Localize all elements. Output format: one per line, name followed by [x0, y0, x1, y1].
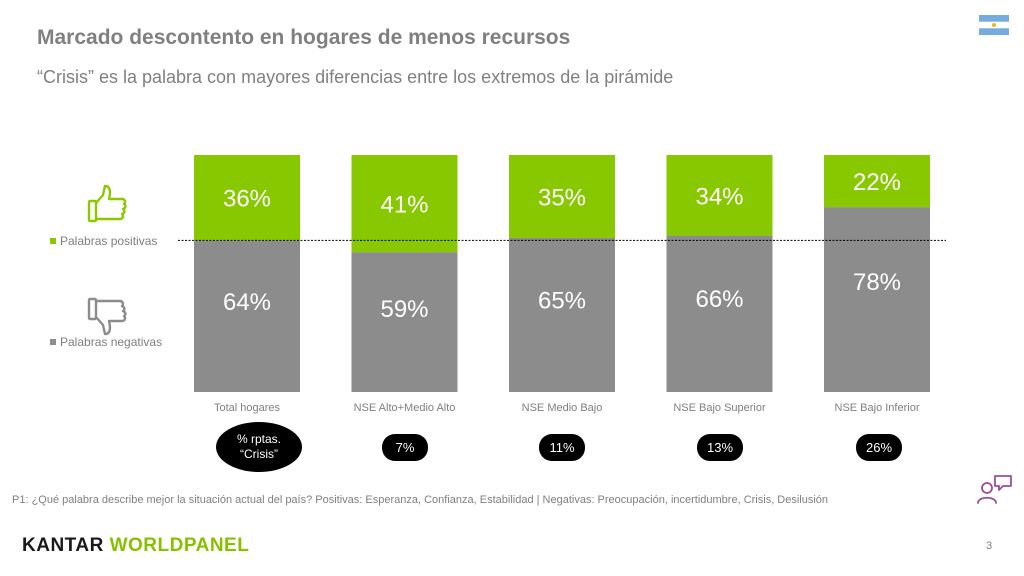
crisis-pill-medio-bajo: 11%: [539, 434, 585, 461]
legend-positive: Palabras positivas: [50, 234, 157, 248]
people-chat-icon: [977, 475, 1012, 504]
label-positive-3: 34%: [695, 183, 743, 210]
bar-positive-4: [824, 155, 930, 208]
question-footnote: P1: ¿Qué palabra describe mejor la situa…: [12, 494, 829, 506]
label-negative-3: 66%: [695, 286, 743, 313]
category-label-3: NSE Bajo Superior: [673, 402, 766, 414]
bar-negative-2: [509, 237, 615, 392]
label-positive-2: 35%: [538, 184, 586, 211]
bar-negative-1: [351, 252, 458, 392]
page-number: 3: [986, 540, 993, 552]
label-positive-4: 22%: [853, 169, 901, 196]
bar-positive-2: [509, 155, 615, 238]
bar-positive-0: [194, 155, 300, 241]
legend-negative-label: Palabras negativas: [60, 335, 163, 349]
category-label-2: NSE Medio Bajo: [522, 402, 603, 414]
slide-title: Marcado descontento en hogares de menos …: [37, 26, 571, 49]
kantar-worldpanel-logo: KANTAR WORLDPANEL: [22, 535, 249, 557]
slide-subtitle: “Crisis” es la palabra con mayores difer…: [37, 67, 674, 87]
label-negative-2: 65%: [538, 288, 586, 315]
bar-positive-1: [351, 155, 458, 253]
logo-kantar: KANTAR: [22, 535, 110, 556]
crisis-pill-bajo-superior: 13%: [697, 434, 743, 461]
crisis-responses-label: % rptas. “Crisis”: [216, 422, 302, 472]
bar-negative-0: [194, 240, 300, 392]
bar-positive-3: [666, 155, 773, 236]
thumbs-up-icon: [87, 184, 127, 223]
legend-negative: Palabras negativas: [50, 335, 162, 349]
label-positive-0: 36%: [223, 186, 271, 213]
label-negative-1: 59%: [380, 296, 428, 323]
crisis-label-line2: “Crisis”: [240, 447, 278, 461]
legend-positive-swatch: [50, 238, 56, 244]
legend-positive-label: Palabras positivas: [60, 234, 158, 248]
argentina-flag-icon: [979, 15, 1009, 35]
thumbs-down-icon: [87, 297, 127, 336]
legend-negative-swatch: [50, 339, 56, 345]
crisis-pill-bajo-inferior: 26%: [856, 434, 902, 461]
label-negative-0: 64%: [223, 289, 271, 316]
category-label-0: Total hogares: [214, 402, 281, 414]
category-label-1: NSE Alto+Medio Alto: [354, 402, 456, 414]
bar-negative-4: [824, 207, 930, 392]
crisis-pill-alto: 7%: [382, 434, 428, 461]
label-negative-4: 78%: [853, 269, 901, 296]
crisis-label-line1: % rptas.: [236, 432, 281, 446]
bar-negative-3: [666, 235, 773, 392]
label-positive-1: 41%: [380, 192, 428, 219]
logo-worldpanel: WORLDPANEL: [109, 535, 250, 556]
category-label-4: NSE Bajo Inferior: [835, 402, 920, 414]
